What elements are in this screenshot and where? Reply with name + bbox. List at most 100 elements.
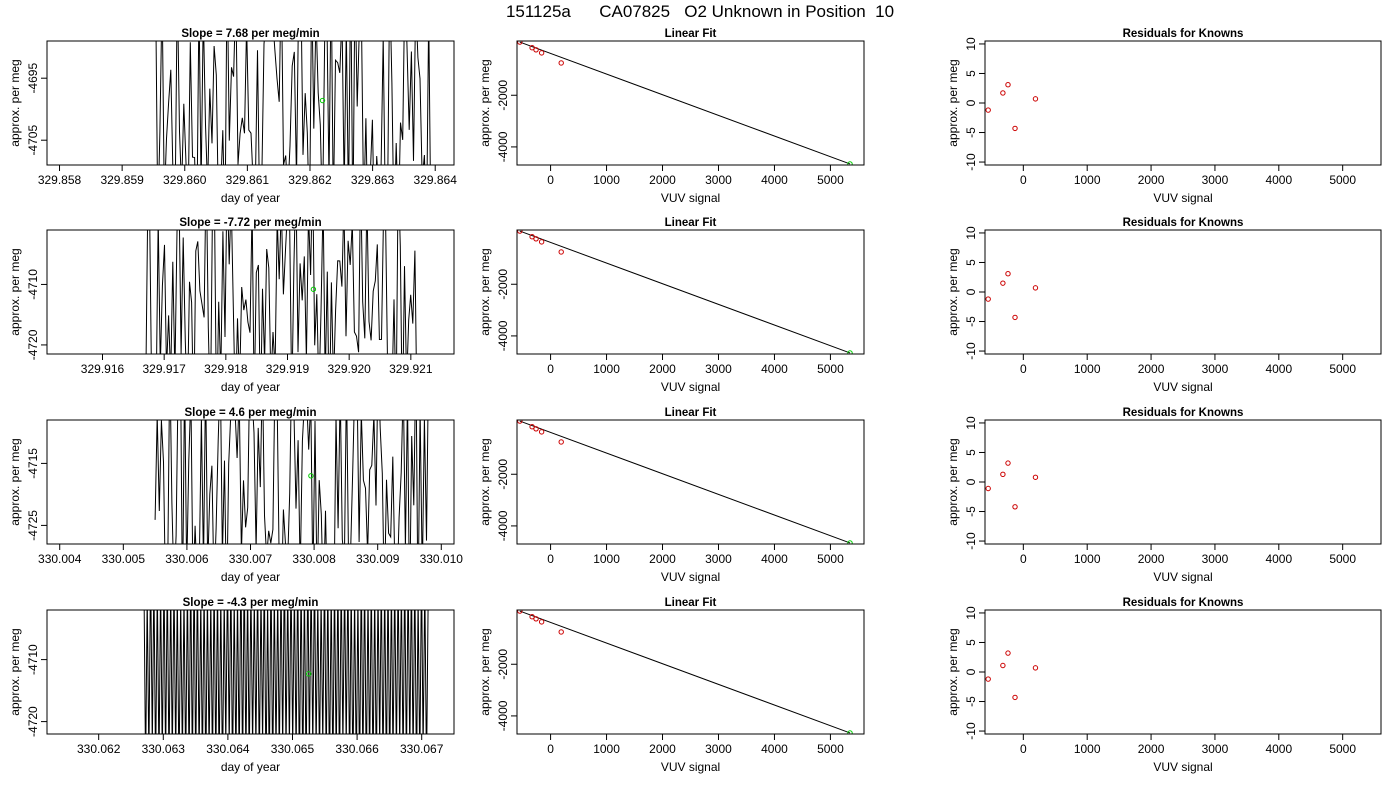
timeseries-data	[155, 41, 431, 165]
plot-title: Linear Fit	[665, 407, 717, 419]
x-tick-label: 329.859	[100, 173, 144, 187]
residuals-panel-4: Residuals for Knowns 0 1000 2000 3000 4000 500…	[946, 597, 1382, 774]
y-axis-label: approx. per meg	[478, 59, 492, 146]
timeseries-panel-2: Slope = -7.72 per meg/min 329.916 329.917 3…	[8, 217, 455, 394]
y-axis-label: approx. per meg	[946, 59, 960, 146]
plot-frame	[984, 229, 1382, 355]
plot-frame	[984, 419, 1382, 545]
plot-frame	[46, 40, 455, 166]
timeseries-data	[143, 610, 429, 734]
plot-title: Linear Fit	[665, 597, 717, 609]
y-axis-label: approx. per meg	[478, 248, 492, 335]
x-tick-label: 4000	[1265, 742, 1292, 756]
y-tick-label: 5	[964, 70, 978, 77]
x-tick-label: 3000	[705, 742, 732, 756]
known-point	[538, 50, 545, 56]
residuals-panel-2: Residuals for Knowns 0 1000 2000 3000 4000 500…	[946, 217, 1382, 394]
x-tick-label: 3000	[705, 552, 732, 566]
y-tick-label: -10	[964, 532, 978, 550]
y-tick-label: 0	[964, 478, 978, 485]
y-tick-label: -4720	[26, 706, 40, 737]
y-tick-label: 5	[964, 259, 978, 266]
x-tick-label: 329.919	[266, 362, 310, 376]
plot-frame	[46, 229, 455, 355]
trace-line	[145, 230, 417, 354]
plot-title: Slope = 4.6 per meg/min	[185, 407, 317, 419]
x-tick-label: 0	[1020, 173, 1027, 187]
known-point	[538, 429, 545, 435]
y-tick-label: -4725	[26, 510, 40, 541]
plot-title: Residuals for Knowns	[1123, 28, 1244, 40]
x-tick-label: 1000	[1074, 173, 1101, 187]
y-axis-label: approx. per meg	[8, 628, 22, 715]
plot-title: Slope = -4.3 per meg/min	[183, 597, 319, 609]
y-axis-label: approx. per meg	[8, 59, 22, 146]
residuals-panel-3: Residuals for Knowns 0 1000 2000 3000 4000 500…	[946, 407, 1382, 584]
residual-point	[985, 485, 991, 492]
plot-title: Slope = 7.68 per meg/min	[181, 28, 319, 40]
x-tick-label: 1000	[593, 173, 620, 187]
x-tick-label: 1000	[593, 552, 620, 566]
x-tick-label: 329.860	[163, 173, 207, 187]
residuals-data	[985, 270, 1039, 321]
x-tick-label: 2000	[1138, 552, 1165, 566]
y-tick-label: -4000	[496, 510, 510, 541]
linear-fit-data	[517, 230, 853, 354]
page-title: 151125a CA07825 O2 Unknown in Position 1…	[505, 2, 895, 21]
y-axis-label: approx. per meg	[946, 438, 960, 525]
y-tick-label: 0	[964, 288, 978, 295]
residual-point	[985, 296, 991, 302]
known-point	[538, 619, 545, 625]
x-axis-label: VUV signal	[1153, 760, 1212, 774]
plot-frame	[46, 609, 455, 735]
x-tick-label: 5000	[1329, 362, 1356, 376]
x-tick-label: 0	[547, 742, 554, 756]
x-tick-label: 329.921	[389, 362, 433, 376]
plot-frame	[516, 609, 865, 735]
linear-fit-panel-3: Linear Fit 0 1000 2000 3000 4000 5000 -2000 -400…	[478, 407, 865, 584]
x-tick-label: 3000	[705, 362, 732, 376]
residual-point	[1005, 81, 1011, 88]
plot-title: Residuals for Knowns	[1123, 597, 1244, 609]
known-point	[517, 610, 523, 614]
residual-point	[1032, 285, 1039, 291]
x-tick-label: 1000	[1074, 552, 1101, 566]
trace-line	[154, 420, 429, 544]
y-tick-label: -2000	[496, 649, 510, 680]
x-tick-label: 4000	[761, 173, 788, 187]
unknown-point	[847, 730, 853, 734]
x-axis-label: VUV signal	[661, 760, 720, 774]
known-point	[558, 249, 564, 255]
plot-frame	[984, 609, 1382, 735]
x-tick-label: 4000	[1265, 362, 1292, 376]
x-tick-label: 329.920	[327, 362, 371, 376]
x-tick-label: 329.918	[204, 362, 248, 376]
y-tick-label: 10	[964, 606, 978, 620]
unknown-point	[847, 161, 853, 165]
known-point	[538, 239, 545, 245]
residuals-data	[985, 460, 1039, 510]
residual-point	[1000, 662, 1006, 669]
unknown-point	[305, 671, 312, 677]
y-tick-label: -5	[964, 316, 978, 327]
plot-title: Residuals for Knowns	[1123, 407, 1244, 419]
y-axis-label: approx. per meg	[8, 438, 22, 525]
x-tick-label: 330.004	[38, 552, 82, 566]
linear-fit-data	[517, 41, 853, 165]
unknown-point	[308, 473, 314, 479]
y-axis-label: approx. per meg	[946, 248, 960, 335]
y-tick-label: -10	[964, 342, 978, 360]
x-tick-label: 330.007	[229, 552, 273, 566]
known-point	[517, 41, 523, 45]
timeseries-data	[145, 230, 417, 354]
y-tick-label: -4705	[26, 125, 40, 156]
x-tick-label: 330.062	[77, 742, 121, 756]
y-tick-label: 0	[964, 668, 978, 675]
plot-title: Slope = -7.72 per meg/min	[179, 217, 321, 229]
y-tick-label: 0	[964, 99, 978, 106]
x-tick-label: 2000	[649, 742, 676, 756]
plot-frame	[516, 40, 865, 166]
plot-frame	[516, 419, 865, 545]
x-tick-label: 330.008	[292, 552, 336, 566]
known-point	[533, 616, 539, 622]
